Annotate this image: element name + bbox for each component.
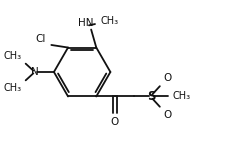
Text: HN: HN: [78, 18, 93, 28]
Text: CH₃: CH₃: [101, 16, 119, 26]
Text: CH₃: CH₃: [4, 51, 22, 61]
Text: CH₃: CH₃: [4, 83, 22, 93]
Text: CH₃: CH₃: [172, 91, 190, 102]
Text: O: O: [163, 110, 171, 120]
Text: N: N: [31, 67, 38, 77]
Text: O: O: [111, 117, 119, 127]
Text: Cl: Cl: [36, 34, 46, 44]
Text: O: O: [163, 73, 171, 83]
Text: S: S: [147, 90, 156, 103]
